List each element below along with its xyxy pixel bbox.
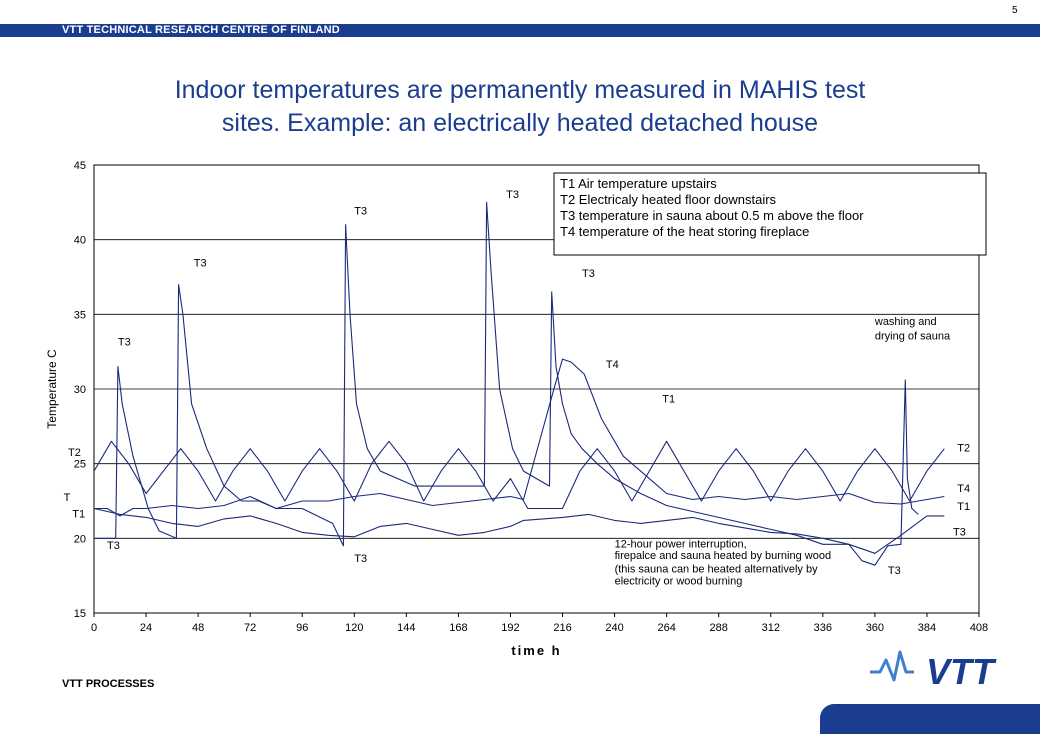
x-tick-label: 312 xyxy=(762,622,780,634)
chart-annotation: T3 xyxy=(118,337,131,349)
chart-annotation: T2 xyxy=(957,443,970,455)
chart-annotation: T3 xyxy=(354,553,367,565)
x-tick-label: 72 xyxy=(244,622,256,634)
x-tick-label: 336 xyxy=(814,622,832,634)
y-tick-label: 25 xyxy=(74,459,86,471)
chart-annotation: T2 xyxy=(68,447,81,459)
logo-wave-icon xyxy=(870,650,914,682)
chart-annotation: drying of sauna xyxy=(875,331,951,343)
x-tick-label: 216 xyxy=(553,622,571,634)
series-line-t1 xyxy=(93,507,945,554)
footer-label: VTT PROCESSES xyxy=(62,678,155,690)
series-line-t3 xyxy=(94,201,919,566)
logo-text: VTT xyxy=(926,651,997,692)
x-tick-label: 0 xyxy=(91,622,97,634)
chart-annotation: T4 xyxy=(957,483,970,495)
chart-annotation: T3 xyxy=(107,540,120,552)
x-tick-label: 384 xyxy=(918,622,936,634)
vtt-logo: VTT xyxy=(870,650,997,692)
organization-name: VTT TECHNICAL RESEARCH CENTRE OF FINLAND xyxy=(62,24,340,36)
x-tick-label: 264 xyxy=(657,622,675,634)
y-tick-label: 35 xyxy=(74,309,86,321)
x-tick-label: 144 xyxy=(397,622,415,634)
series-line-t2 xyxy=(93,440,945,510)
chart-annotation: electricity or wood burning xyxy=(615,576,743,588)
header-bar xyxy=(0,24,1040,37)
x-tick-label: 240 xyxy=(605,622,623,634)
chart-annotation: T3 xyxy=(888,565,901,577)
chart-annotation: T1 xyxy=(957,501,970,513)
y-axis-label: Temperature C xyxy=(45,349,59,429)
slide-title: Indoor temperatures are permanently meas… xyxy=(40,74,1000,140)
chart-annotation: T3 xyxy=(194,258,207,270)
bottom-decoration xyxy=(820,704,1040,734)
chart-annotation: T1 xyxy=(662,393,675,405)
chart-annotation: T3 xyxy=(953,526,966,538)
chart-annotation: T3 xyxy=(354,205,367,217)
chart-annotation: 12-hour power interruption, xyxy=(615,538,747,550)
chart-annotation: T4 xyxy=(606,359,619,371)
legend-entry: T3 temperature in sauna about 0.5 m abov… xyxy=(560,208,864,223)
page-number: 5 xyxy=(1012,5,1018,16)
x-tick-label: 120 xyxy=(345,622,363,634)
chart-annotation: T3 xyxy=(506,189,519,201)
series-line-t4 xyxy=(94,358,945,517)
y-tick-label: 45 xyxy=(74,160,86,172)
x-tick-label: 96 xyxy=(296,622,308,634)
legend-entry: T2 Electricaly heated floor downstairs xyxy=(560,192,777,207)
slide-title-line-1: Indoor temperatures are permanently meas… xyxy=(174,76,866,104)
y-tick-label: 20 xyxy=(74,533,86,545)
chart-annotation: firepalce and sauna heated by burning wo… xyxy=(615,550,832,562)
y-tick-label: 40 xyxy=(74,235,86,247)
x-axis-label: time h xyxy=(511,643,561,658)
chart-annotation: T xyxy=(64,492,71,504)
y-tick-label: 15 xyxy=(74,608,86,620)
chart-annotation: T3 xyxy=(582,268,595,280)
slide-title-line-2: sites. Example: an electrically heated d… xyxy=(221,109,819,137)
legend-box xyxy=(553,172,987,256)
x-tick-label: 168 xyxy=(449,622,467,634)
x-tick-label: 360 xyxy=(866,622,884,634)
chart-annotation: washing and xyxy=(874,316,937,328)
chart-annotation: T1 xyxy=(72,508,85,520)
legend-entry: T4 temperature of the heat storing firep… xyxy=(560,224,809,239)
x-tick-label: 288 xyxy=(710,622,728,634)
chart-annotation: (this sauna can be heated alternatively … xyxy=(615,564,819,576)
x-tick-label: 408 xyxy=(970,622,988,634)
x-tick-label: 192 xyxy=(501,622,519,634)
x-tick-label: 48 xyxy=(192,622,204,634)
y-tick-label: 30 xyxy=(74,384,86,396)
legend-entry: T1 Air temperature upstairs xyxy=(560,176,717,191)
x-tick-label: 24 xyxy=(140,622,152,634)
